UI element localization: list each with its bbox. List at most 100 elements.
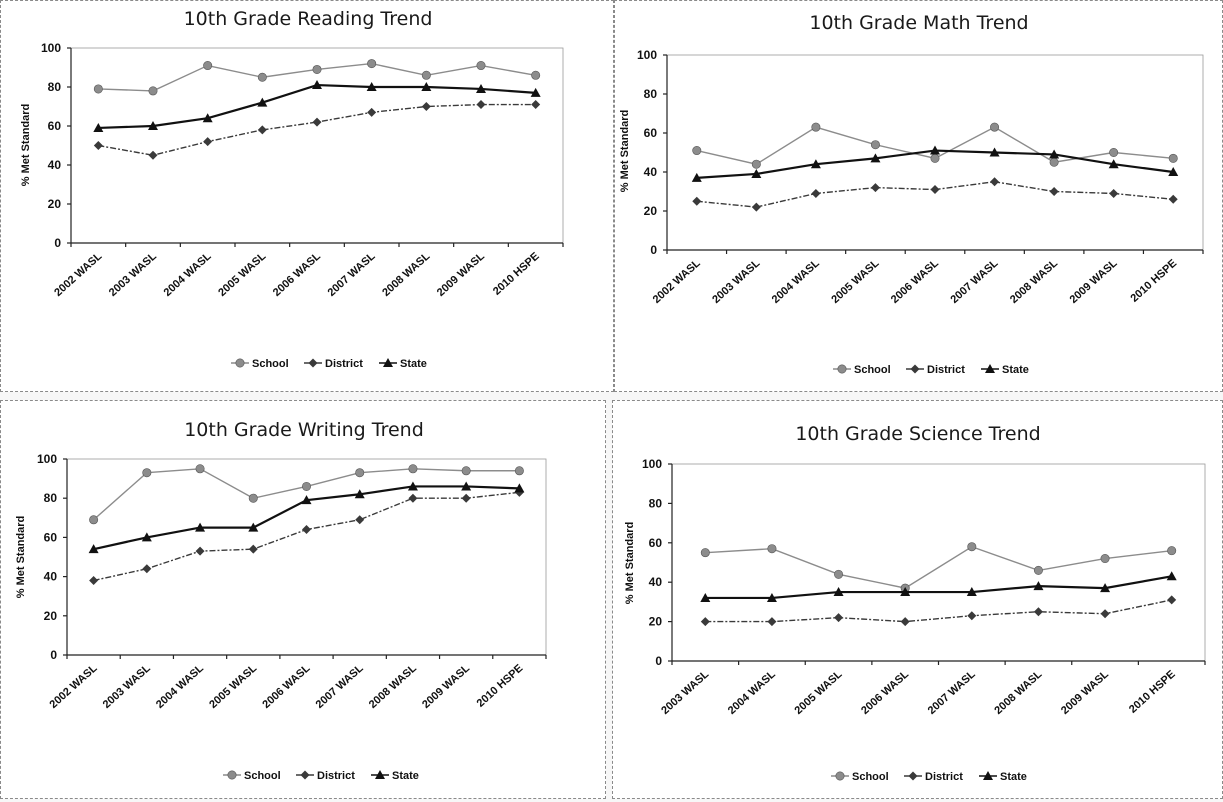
data-point-district (1100, 609, 1110, 619)
data-point-school (421, 70, 431, 80)
data-point-state (301, 495, 312, 505)
data-point-district (692, 196, 702, 206)
data-point-district (531, 100, 541, 110)
legend-marker-school (235, 358, 245, 368)
data-point-state (148, 121, 158, 130)
series-state (691, 145, 1179, 182)
x-tick-label: 2009 WASL (1059, 668, 1111, 717)
series-school (89, 464, 524, 525)
data-point-school (930, 153, 940, 163)
x-tick-label: 2010 HSPE (1127, 668, 1178, 715)
data-point-district (302, 525, 311, 535)
series-district (93, 100, 541, 160)
x-tick-label: 2002 WASL (52, 250, 104, 299)
y-tick-label: 60 (649, 536, 663, 550)
y-tick-label: 0 (650, 243, 657, 257)
x-tick-label: 2008 WASL (380, 250, 432, 299)
legend-marker-school (837, 364, 847, 374)
data-point-district (408, 493, 418, 503)
y-tick-label: 80 (649, 496, 663, 510)
data-point-district (811, 188, 821, 198)
x-tick-label: 2010 HSPE (475, 662, 526, 709)
data-point-district (834, 613, 844, 623)
chart-panel-reading: 10th Grade Reading Trend 0 20 40 60 80 100 % Me… (0, 0, 614, 392)
data-point-district (870, 183, 880, 193)
data-point-state (93, 122, 104, 132)
data-point-school (967, 542, 977, 552)
chart-panel-science: 10th Grade Science Trend 0 20 40 60 80 100 % Me… (612, 400, 1223, 799)
data-point-district (421, 102, 431, 111)
x-tick-label: 2008 WASL (367, 662, 419, 711)
data-point-state (88, 544, 99, 554)
data-point-district (142, 564, 152, 574)
y-tick-label: 20 (44, 609, 58, 623)
series-line-district (705, 599, 1172, 623)
data-point-school (195, 464, 205, 474)
x-tick-label: 2005 WASL (216, 250, 268, 299)
legend: School District State (223, 770, 419, 782)
chart-title: 10th Grade Reading Trend (184, 8, 433, 30)
data-point-district (355, 515, 365, 525)
data-point-school (1109, 148, 1119, 158)
chart-title: 10th Grade Writing Trend (184, 419, 424, 441)
data-point-state (1108, 159, 1119, 169)
data-point-state (461, 481, 472, 491)
plot-area (671, 463, 1206, 662)
series-district (692, 177, 1178, 212)
x-tick-label: 2009 WASL (420, 662, 472, 711)
x-tick-label: 2003 WASL (659, 668, 711, 717)
data-point-district (930, 185, 940, 195)
x-tick-label: 2005 WASL (207, 662, 259, 711)
y-tick-label: 0 (50, 648, 57, 662)
legend: School District State (833, 364, 1029, 376)
y-tick-label: 100 (41, 41, 61, 55)
x-tick-label: 2004 WASL (154, 662, 206, 711)
data-point-state (366, 82, 377, 91)
y-axis-label: % Met Standard (20, 104, 32, 187)
data-point-district (1167, 595, 1177, 605)
data-point-district (476, 100, 486, 110)
legend-marker-district (300, 770, 310, 780)
line-chart: 10th Grade Science Trend 0 20 40 60 80 100 % Me… (624, 423, 1206, 783)
data-point-school (355, 468, 365, 478)
y-axis-label: % Met Standard (624, 522, 636, 605)
y-tick-label: 100 (37, 452, 57, 466)
legend-marker-state (375, 770, 385, 779)
legend-marker-district (910, 364, 920, 374)
series-state (88, 481, 525, 554)
data-point-state (514, 483, 525, 493)
y-tick-label: 100 (637, 48, 657, 62)
y-tick-label: 20 (649, 615, 663, 629)
data-point-state (421, 82, 432, 91)
series-state (93, 80, 541, 132)
data-point-district (248, 544, 258, 554)
data-point-district (1049, 187, 1059, 196)
y-tick-label: 0 (54, 236, 61, 250)
data-point-state (833, 587, 844, 597)
data-point-district (93, 141, 103, 150)
data-point-district (990, 177, 1000, 187)
legend-marker-school (835, 771, 845, 781)
legend-label-school: School (244, 770, 281, 782)
data-point-state (700, 592, 711, 602)
data-point-state (810, 159, 821, 169)
x-tick-label: 2002 WASL (651, 257, 703, 306)
y-tick-label: 60 (48, 119, 62, 133)
data-point-school (1100, 554, 1110, 564)
data-point-state (900, 587, 911, 597)
data-point-school (93, 84, 103, 94)
data-point-district (1033, 607, 1043, 617)
data-point-state (1033, 581, 1044, 591)
y-axis-label: % Met Standard (15, 516, 27, 599)
data-point-state (476, 83, 486, 93)
data-point-state (354, 489, 365, 499)
data-point-school (1033, 565, 1043, 575)
y-tick-label: 40 (44, 570, 58, 584)
data-point-state (312, 80, 322, 90)
data-point-district (1168, 194, 1178, 204)
data-point-school (751, 159, 761, 169)
data-point-school (461, 466, 471, 476)
data-point-state (1049, 149, 1060, 159)
data-point-school (692, 146, 702, 156)
y-tick-label: 40 (649, 575, 663, 589)
